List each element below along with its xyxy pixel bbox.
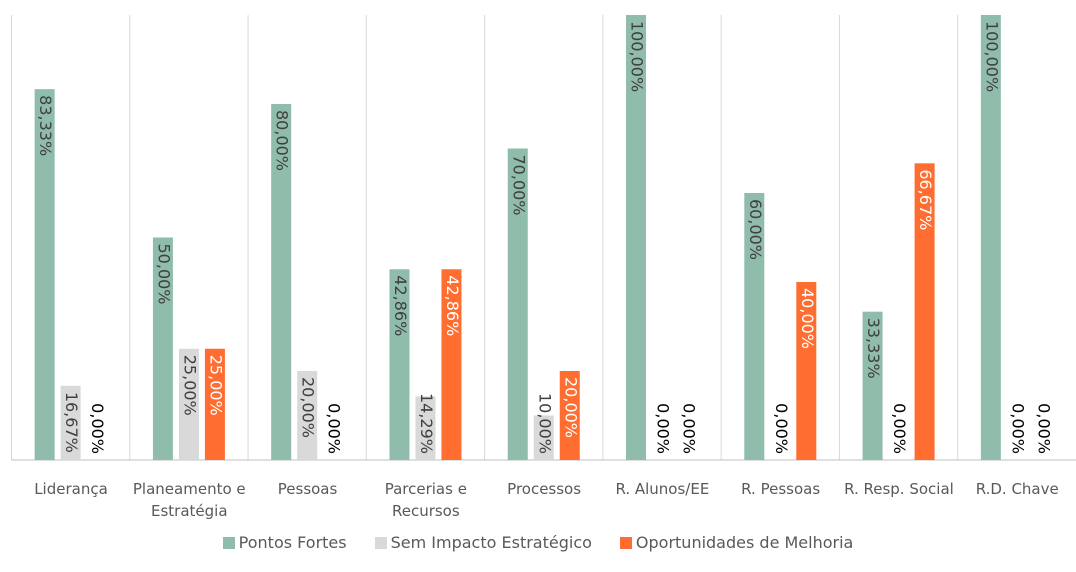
legend-swatch [222,536,235,549]
data-label: 20,00% [561,377,580,438]
data-label: 100,00% [982,21,1001,92]
bar [626,15,647,460]
bar [507,148,528,460]
bar [744,193,765,460]
bar [796,282,817,460]
data-label: 0,00% [325,403,344,454]
bar [862,311,883,460]
legend-label: Sem Impacto Estratégico [390,533,592,552]
bar [559,371,580,460]
bar [389,269,410,460]
legend-swatch [619,536,632,549]
bar [533,415,554,460]
bar [60,385,81,460]
data-label: 10,00% [535,393,554,454]
data-label: 40,00% [798,288,817,349]
data-label: 70,00% [509,155,528,216]
data-label: 80,00% [273,110,292,171]
x-tick-label: R.D. Chave [975,480,1059,498]
legend-label: Oportunidades de Melhoria [635,533,854,552]
x-tick-label: Pessoas [277,480,338,498]
data-label: 100,00% [628,21,647,92]
legend-item: Pontos Fortes [222,533,347,552]
bar [204,348,225,460]
data-label: 20,00% [299,377,318,438]
legend-item: Sem Impacto Estratégico [374,533,592,552]
data-label: 0,00% [680,403,699,454]
bar [271,104,292,460]
x-tick-label: R. Alunos/EE [615,480,710,498]
data-label: 50,00% [154,244,173,305]
x-tick-label: Planeamento e Estratégia [132,480,246,520]
data-label: 66,67% [916,169,935,230]
bar [415,396,436,460]
bar [441,269,462,460]
data-label: 16,67% [62,392,81,453]
data-label: 60,00% [746,199,765,260]
bar [980,15,1001,460]
data-label: 0,00% [654,403,673,454]
data-label: 0,00% [772,403,791,454]
data-label: 42,86% [391,275,410,336]
bar [914,163,935,461]
data-label: 25,00% [206,355,225,416]
bar [34,89,55,460]
legend-item: Oportunidades de Melhoria [619,533,854,552]
legend: Pontos Fortes Sem Impacto Estratégico Opor… [0,533,1076,552]
data-label: 25,00% [180,355,199,416]
x-tick-label: Parcerias e Recursos [384,480,467,520]
data-label: 33,33% [864,318,883,379]
data-label: 83,33% [36,95,55,156]
bar [178,348,199,460]
data-label: 0,00% [1034,403,1053,454]
x-tick-label: R. Resp. Social [844,480,954,498]
x-tick-label: R. Pessoas [741,480,821,498]
data-label: 0,00% [88,403,107,454]
x-tick-label: Processos [507,480,582,498]
data-label: 0,00% [1008,403,1027,454]
data-label: 42,86% [443,275,462,336]
bar [297,371,318,460]
bar [152,237,173,460]
data-label: 0,00% [890,403,909,454]
data-label: 14,29% [417,393,436,454]
x-tick-label: Liderança [34,480,108,498]
legend-label: Pontos Fortes [238,533,347,552]
legend-swatch [374,536,387,549]
